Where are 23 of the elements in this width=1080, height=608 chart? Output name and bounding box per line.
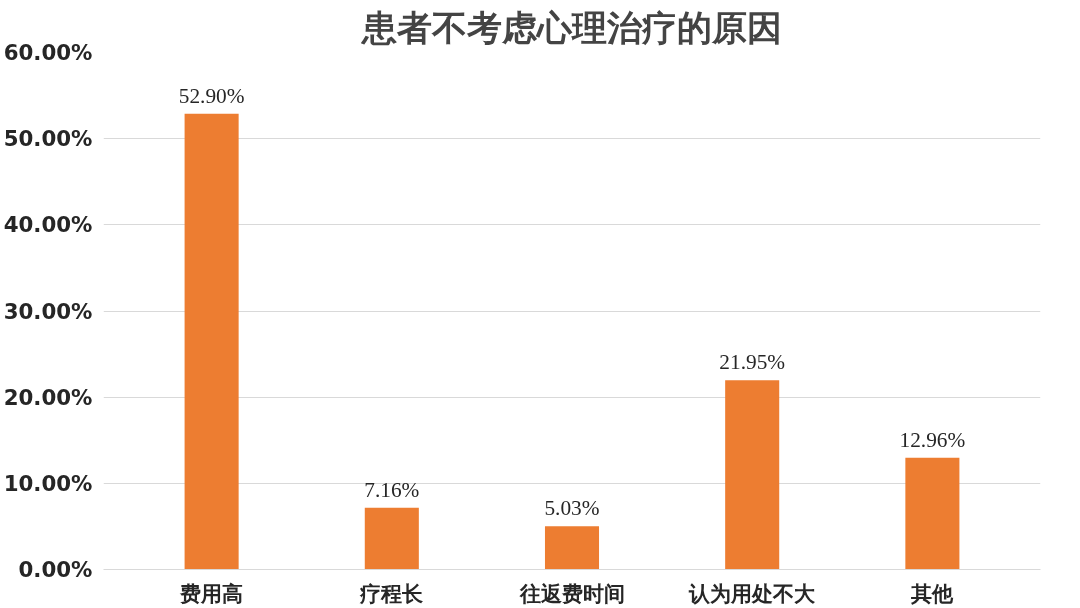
y-tick-label: 40.00% — [3, 212, 93, 238]
data-label: 21.95% — [719, 350, 786, 375]
x-tick-label: 认为用处不大 — [688, 580, 817, 606]
x-tick-label: 疗程长 — [359, 580, 425, 606]
data-label: 5.03% — [544, 496, 600, 521]
x-tick-label: 往返费时间 — [518, 580, 625, 606]
y-tick-label: 30.00% — [3, 298, 93, 324]
chart-title: 患者不考虑心理治疗的原因 — [360, 7, 782, 48]
y-tick-label: 60.00% — [3, 40, 93, 65]
y-tick-label: 10.00% — [3, 470, 93, 496]
y-tick-label: 20.00% — [3, 384, 93, 410]
data-label: 7.16% — [364, 477, 420, 502]
bar — [364, 507, 419, 570]
y-tick-label: 0.00% — [18, 557, 93, 582]
x-tick-label: 费用高 — [179, 580, 244, 606]
x-tick-label: 其他 — [910, 580, 955, 606]
y-tick-label: 50.00% — [3, 126, 93, 152]
data-label: 12.96% — [899, 427, 966, 452]
bar — [184, 113, 239, 570]
bar — [544, 526, 600, 570]
data-label: 52.90% — [178, 83, 245, 108]
bar — [725, 380, 780, 570]
bar — [905, 457, 960, 570]
